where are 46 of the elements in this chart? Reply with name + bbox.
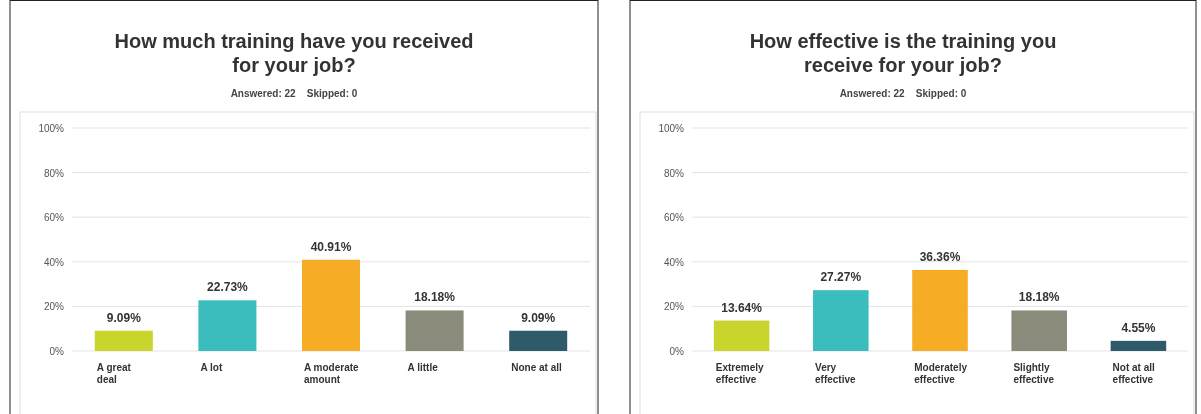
y-tick-label: 100% (38, 123, 65, 134)
y-tick-label: 20% (663, 301, 685, 313)
chart-title: How much training have you received for your job? (114, 30, 474, 76)
y-tick-label: 0% (669, 346, 685, 357)
bar (94, 330, 153, 351)
chart-subtitle: Answered: 22 Skipped: 0 (839, 88, 967, 99)
data-label: 9.09% (106, 310, 142, 325)
bar (813, 290, 869, 351)
data-label: 22.73% (207, 280, 249, 295)
data-label: 27.27% (820, 270, 862, 285)
chart-subtitle: Answered: 22 Skipped: 0 (230, 88, 358, 99)
y-tick-label: 40% (43, 256, 65, 268)
data-label: 4.55% (1121, 320, 1156, 335)
y-tick-label: 80% (663, 167, 685, 179)
y-tick-label: 0% (49, 346, 65, 357)
x-tick-label: A moderate amount (303, 362, 360, 385)
bar (405, 310, 464, 351)
data-label: 18.18% (1018, 290, 1060, 305)
bar (713, 320, 770, 351)
x-tick-label: A lot (200, 362, 223, 373)
data-label: 13.64% (721, 300, 763, 315)
bar (509, 330, 568, 351)
y-tick-label: 60% (43, 212, 65, 224)
x-tick-label: None at all (511, 362, 562, 373)
data-label: 9.09% (521, 310, 556, 325)
x-tick-label: A great deal (96, 362, 132, 385)
x-tick-label: Moderately effective (914, 362, 968, 385)
y-tick-label: 40% (663, 256, 685, 268)
y-tick-label: 60% (663, 212, 685, 224)
bar (1110, 340, 1167, 351)
x-tick-label: Very effective (815, 362, 857, 385)
chart-title: How effective is the training you receive for your job? (749, 30, 1057, 76)
x-tick-label: A little (407, 362, 439, 373)
x-tick-label: Slightly effective (1013, 362, 1055, 385)
y-tick-label: 100% (658, 123, 685, 134)
data-label: 18.18% (414, 290, 456, 305)
data-label: 36.36% (919, 249, 961, 264)
bar (301, 259, 361, 351)
data-label: 40.91% (310, 239, 352, 254)
bar (198, 300, 257, 351)
y-tick-label: 20% (43, 301, 65, 313)
x-tick-label: Not at all effective (1112, 362, 1156, 385)
bar (912, 269, 968, 351)
bar (1011, 310, 1067, 351)
x-tick-label: Extremely effective (715, 362, 765, 385)
y-tick-label: 80% (43, 167, 65, 179)
